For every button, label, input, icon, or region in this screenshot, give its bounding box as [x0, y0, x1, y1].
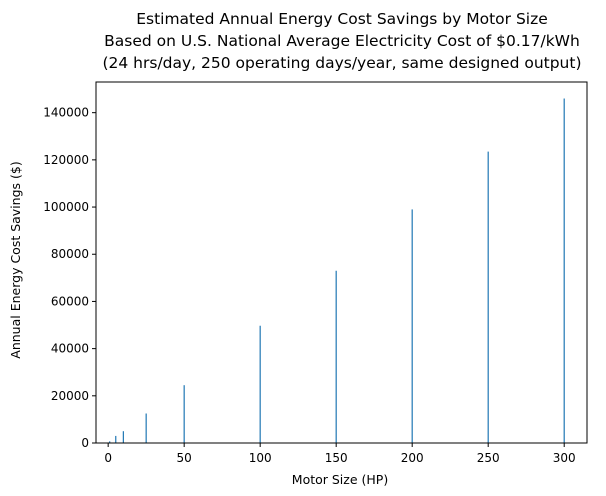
y-tick-label-80000: 80000 [51, 247, 89, 261]
bar-300hp [563, 98, 565, 443]
y-tick-label-60000: 60000 [51, 294, 89, 308]
x-tick-label-150: 150 [325, 451, 348, 465]
y-tick-label-40000: 40000 [51, 342, 89, 356]
x-tick-label-100: 100 [249, 451, 272, 465]
y-tick-label-100000: 100000 [43, 200, 89, 214]
bar-50hp [183, 385, 185, 443]
y-tick-label-20000: 20000 [51, 389, 89, 403]
x-tick-label-50: 50 [177, 451, 192, 465]
bar-150hp [335, 270, 337, 443]
bar-1hp [109, 441, 111, 443]
chart-title-line-2: Based on U.S. National Average Electrici… [104, 32, 580, 50]
chart-title-line-3: (24 hrs/day, 250 operating days/year, sa… [102, 54, 581, 72]
bar-250hp [487, 151, 489, 444]
bar-10hp [122, 431, 124, 443]
x-tick-label-0: 0 [104, 451, 112, 465]
x-tick-label-200: 200 [401, 451, 424, 465]
bar-200hp [411, 209, 413, 443]
plot-frame [95, 81, 588, 444]
bars-group [109, 98, 565, 444]
chart-title-line-1: Estimated Annual Energy Cost Savings by … [136, 10, 548, 28]
y-tick-label-140000: 140000 [43, 106, 89, 120]
y-tick-label-120000: 120000 [43, 153, 89, 167]
bar-25hp [145, 413, 147, 443]
bar-5hp [115, 435, 117, 443]
bar-100hp [259, 325, 261, 443]
x-tick-label-250: 250 [477, 451, 500, 465]
x-tick-label-300: 300 [553, 451, 576, 465]
ticks-group: 0 50 100 150 200 250 300 0 20000 40000 60000 80000 1… [43, 106, 575, 465]
y-axis-label: Annual Energy Cost Savings ($) [8, 161, 23, 358]
x-axis-label: Motor Size (HP) [292, 472, 388, 487]
y-tick-label-0: 0 [81, 436, 89, 450]
